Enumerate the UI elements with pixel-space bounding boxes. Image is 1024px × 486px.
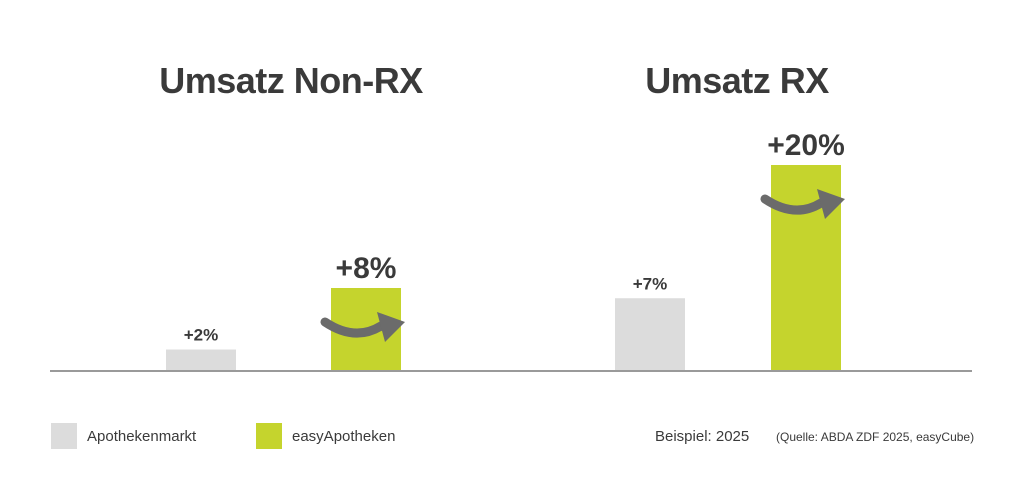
data-label-non-rx-easyapotheken: +8% [336,252,397,285]
growth-arrow-icon [320,312,405,342]
data-label-non-rx-apothekenmarkt: +2% [184,326,219,345]
growth-arrow-head [817,189,845,219]
chart-title-non-rx: Umsatz Non-RX [159,60,423,101]
growth-arrow-icon [760,189,845,219]
growth-arrow-shaft [320,317,386,338]
bar-rx-apothekenmarkt [615,298,685,370]
footer-source: (Quelle: ABDA ZDF 2025, easyCube) [776,430,975,444]
growth-arrow-head [377,312,405,342]
chart-group-rx: Umsatz RX +7% +20% [615,60,845,370]
legend-label-easyapotheken: easyApotheken [292,427,396,445]
chart-title-rx: Umsatz RX [645,60,829,101]
legend-label-apothekenmarkt: Apothekenmarkt [87,427,197,445]
legend-item-easyapotheken: easyApotheken [256,422,395,450]
data-label-rx-apothekenmarkt: +7% [633,274,668,293]
chart-group-non-rx: Umsatz Non-RX +2% +8% [159,60,424,370]
bar-non-rx-apothekenmarkt [166,349,236,370]
footer-year-label: Beispiel: 2025 [655,428,750,445]
legend-item-apothekenmarkt: Apothekenmarkt [51,422,196,450]
data-label-rx-easyapotheken: +20% [767,129,845,162]
legend-swatch-apothekenmarkt [51,423,77,449]
legend-swatch-easyapotheken [256,423,282,449]
growth-arrow-shaft [760,194,826,215]
